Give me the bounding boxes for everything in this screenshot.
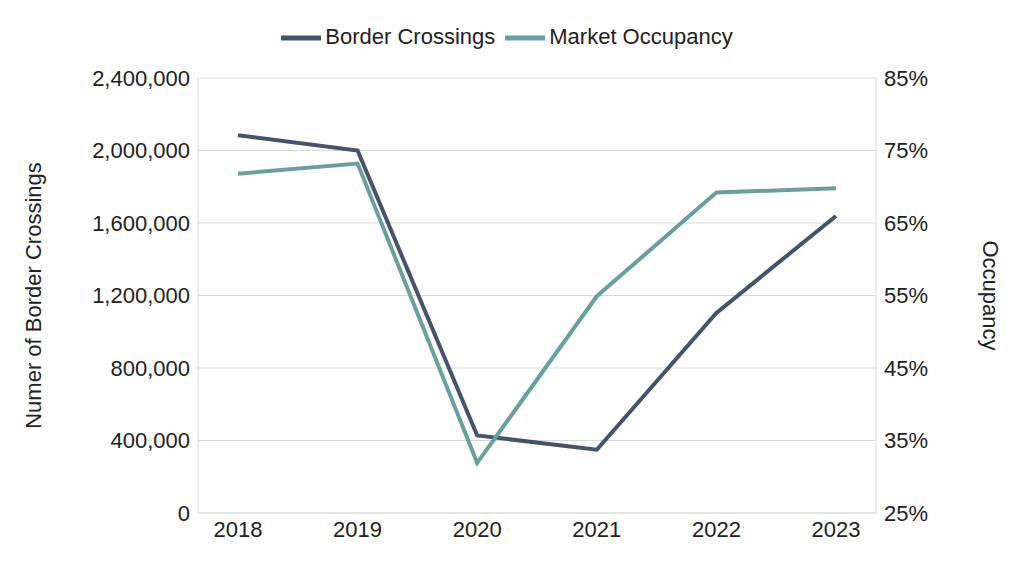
svg-text:800,000: 800,000 xyxy=(110,356,190,381)
svg-text:2023: 2023 xyxy=(812,517,861,542)
svg-text:75%: 75% xyxy=(884,138,928,163)
svg-text:Occupancy: Occupancy xyxy=(978,240,1003,350)
svg-text:45%: 45% xyxy=(884,356,928,381)
svg-text:2019: 2019 xyxy=(333,517,382,542)
svg-text:1,600,000: 1,600,000 xyxy=(92,211,190,236)
svg-text:35%: 35% xyxy=(884,428,928,453)
html-text:Border Crossings: Border Crossings xyxy=(325,23,496,49)
html-text:Market Occupancy: Market Occupancy xyxy=(549,23,733,49)
svg-text:25%: 25% xyxy=(884,501,928,526)
svg-text:2,400,000: 2,400,000 xyxy=(92,66,190,91)
svg-text:400,000: 400,000 xyxy=(110,428,190,453)
svg-text:2,000,000: 2,000,000 xyxy=(92,138,190,163)
svg-text:85%: 85% xyxy=(884,66,928,91)
svg-text:Numer of Border Crossings: Numer of Border Crossings xyxy=(21,162,46,429)
svg-text:2018: 2018 xyxy=(214,517,263,542)
svg-text:1,200,000: 1,200,000 xyxy=(92,283,190,308)
svg-text:2020: 2020 xyxy=(453,517,502,542)
svg-text:55%: 55% xyxy=(884,283,928,308)
svg-text:2021: 2021 xyxy=(572,517,621,542)
svg-text:2022: 2022 xyxy=(692,517,741,542)
svg-text:65%: 65% xyxy=(884,211,928,236)
svg-text:0: 0 xyxy=(178,501,190,526)
